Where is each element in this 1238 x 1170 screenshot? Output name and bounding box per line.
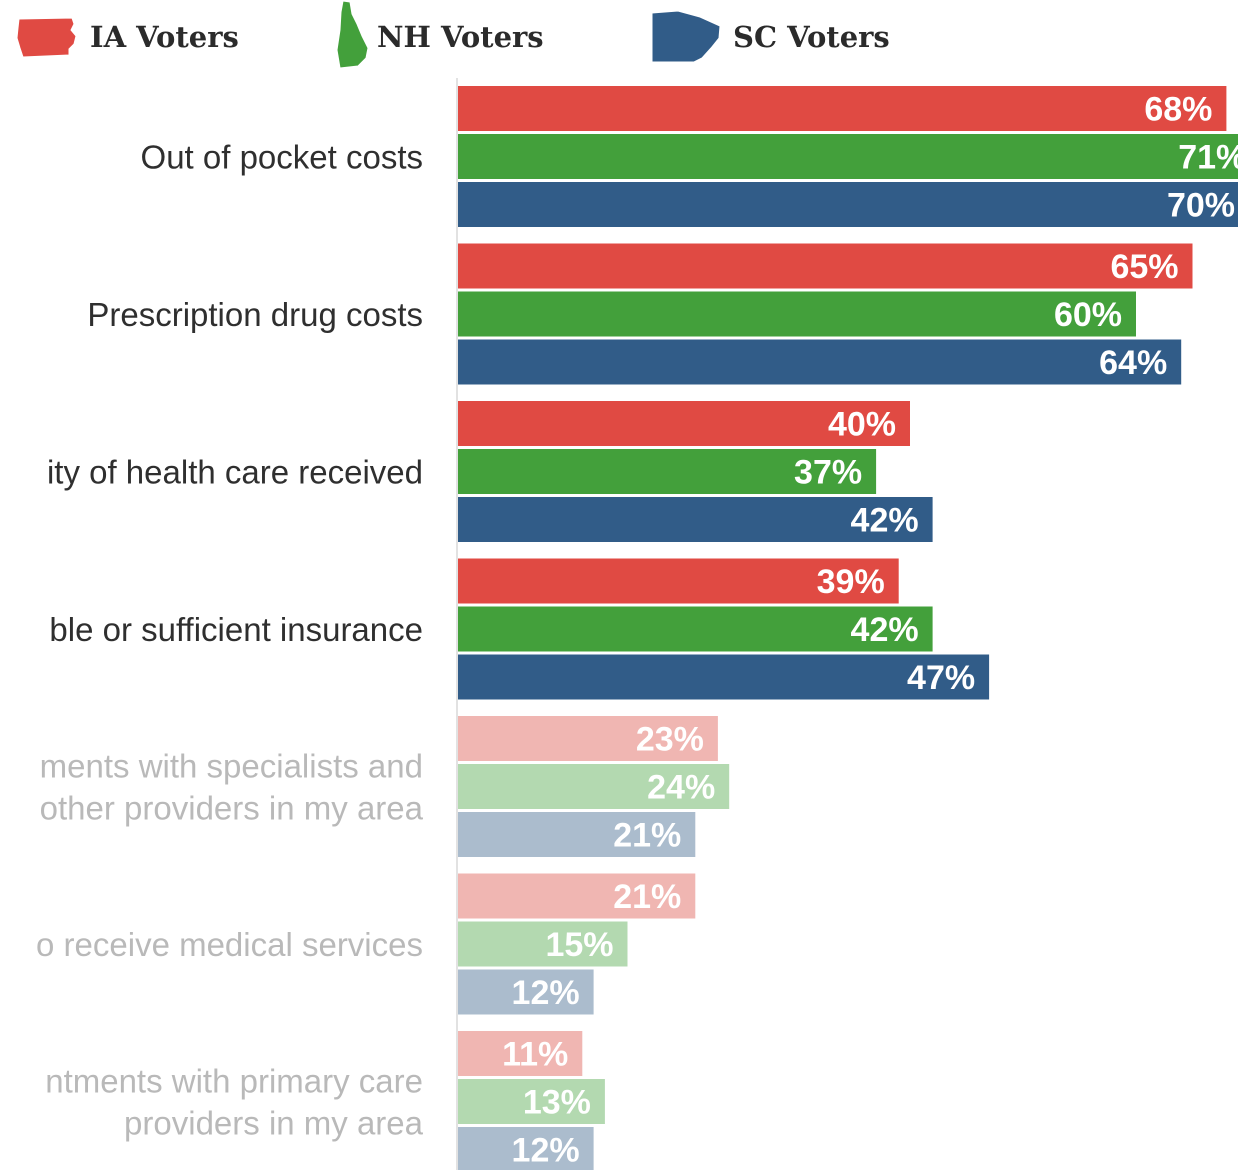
data-label: 40% [828,406,896,444]
bar [458,86,1227,131]
data-label: 70% [1167,187,1235,225]
category-label: ble or sufficient insurance [49,611,423,648]
bar [458,921,628,967]
data-label: 37% [794,454,862,492]
data-label: 15% [545,926,613,964]
category-label: o receive medical services [36,926,423,963]
category-label: Out of pocket costs [141,139,423,176]
bar [458,497,933,542]
legend-label-ia: IA Voters [90,20,239,54]
bar [458,716,718,761]
bar [458,291,1136,337]
data-label: 23% [636,721,704,759]
bar [458,969,594,1015]
bar [458,1079,605,1124]
data-label: 12% [512,974,580,1012]
legend: IA Voters NH Voters SC Voters [16,0,890,69]
category-group: 23% 24% 21% ments with specialists and other… [40,716,730,857]
legend-label-sc: SC Voters [733,20,890,54]
category-label: ntments with primary care providers in my… [45,1063,423,1142]
south-carolina-state-icon [651,10,721,63]
data-label: 68% [1144,91,1212,129]
data-label: 21% [613,817,681,855]
bar [458,243,1193,289]
category-group: 40% 37% 42% ity of health care received [47,401,933,542]
bar [458,134,1238,179]
category-group: 65% 60% 64% Prescription drug costs [87,243,1193,385]
data-label: 24% [647,769,715,807]
legend-item-ia: IA Voters [16,17,239,58]
data-label: 64% [1099,344,1167,382]
category-group: 21%15% 12% o receive medical services [36,873,696,1015]
bar [458,764,730,809]
data-label: 65% [1110,248,1178,286]
category-label: ments with specialists and other provider… [40,748,424,827]
data-label: 47% [907,659,975,697]
category-group: 39% 42% 47% ble or sufficient insurance [49,558,990,700]
bar [458,449,877,494]
data-label: 60% [1054,296,1122,334]
bar [458,812,696,857]
bar [458,1031,583,1076]
category-label: Prescription drug costs [87,296,423,333]
bar [458,1127,594,1170]
bar [458,654,990,700]
bar [458,182,1238,227]
bar [458,339,1182,385]
data-label: 71% [1178,139,1238,177]
legend-item-nh: NH Voters [336,0,544,69]
data-label: 42% [851,611,919,649]
data-label: 39% [817,563,885,601]
bar [458,873,696,919]
bar [458,606,933,652]
iowa-state-icon [16,17,77,58]
category-label: ity of health care received [47,454,423,491]
legend-item-sc: SC Voters [651,10,890,63]
new-hampshire-state-icon [336,0,369,69]
bar [458,558,899,604]
data-label: 11% [502,1036,568,1074]
data-label: 42% [851,502,919,540]
bar [458,401,910,446]
category-group: 11% 13% 12% ntments with primary care provid… [45,1031,605,1170]
data-label: 13% [523,1084,591,1122]
data-label: 21% [613,878,681,916]
data-label: 12% [512,1132,580,1170]
legend-label-nh: NH Voters [377,20,544,54]
plot-area: 68% 71% 70% Out of pocket costs 65% 60% 64% Pre… [36,86,1238,1170]
category-group: 68% 71% 70% Out of pocket costs [141,86,1238,227]
